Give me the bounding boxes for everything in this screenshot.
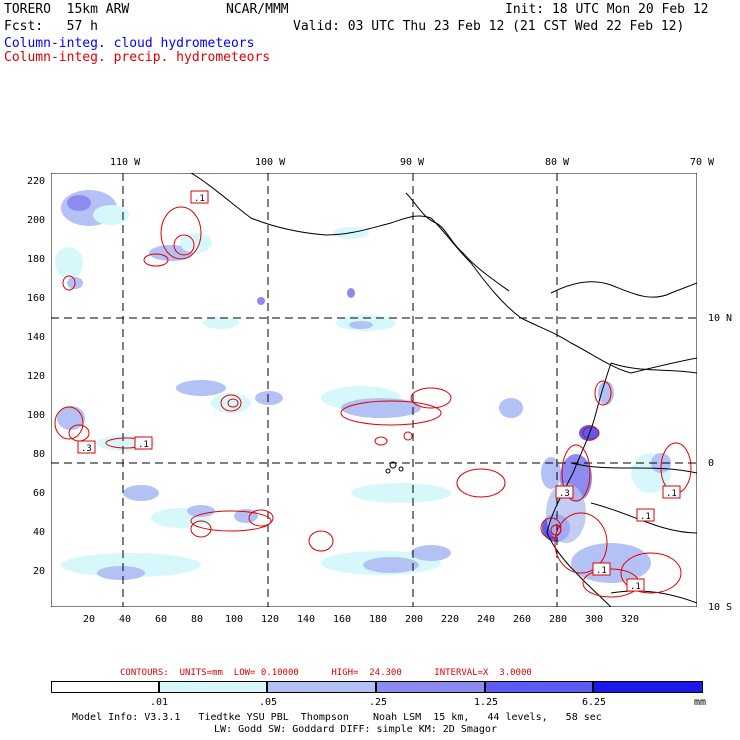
- colorbar-bin: [593, 681, 703, 693]
- contour-label-box: [626, 578, 645, 592]
- y-tick: 200: [27, 215, 46, 226]
- x-tick: 200: [405, 614, 424, 625]
- colorbar-bin: [485, 681, 593, 693]
- model-title: TORERO 15km ARW: [4, 2, 130, 17]
- lon-label-70w: 70 W: [690, 157, 715, 168]
- contour-label: .1: [138, 440, 149, 450]
- map-panel: .1 .3 .1 .1 .3 .1 .1 .1: [51, 173, 697, 607]
- colorbar-bin: [267, 681, 376, 693]
- contour-label-box: [636, 508, 655, 522]
- y-tick: 100: [27, 410, 46, 421]
- contour-label: .3: [81, 444, 92, 454]
- lat-label-0: 0: [708, 458, 715, 469]
- x-tick: 180: [369, 614, 388, 625]
- y-tick: 120: [27, 371, 46, 382]
- lat-label-10n: 10 N: [708, 313, 733, 324]
- x-tick: 220: [441, 614, 460, 625]
- x-tick: 120: [261, 614, 280, 625]
- y-tick: 80: [33, 449, 46, 460]
- forecast-hour: Fcst: 57 h: [4, 19, 98, 34]
- colorbar-label: .01: [150, 697, 169, 708]
- model-info: Model Info: V3.3.1 Tiedtke YSU PBL Thomp…: [72, 712, 602, 723]
- x-tick: 60: [155, 614, 168, 625]
- x-tick: 20: [83, 614, 96, 625]
- contour-label-box: [190, 190, 209, 204]
- contours-info: CONTOURS: UNITS=mm LOW= 0.10000 HIGH= 24…: [120, 668, 532, 678]
- contour-label: .1: [194, 194, 205, 204]
- colorbar-label: .25: [369, 697, 388, 708]
- contour-label: .1: [630, 582, 641, 592]
- x-tick: 140: [297, 614, 316, 625]
- x-tick: 100: [225, 614, 244, 625]
- contour-label-box: [77, 440, 96, 454]
- contour-label-group: .1 .3 .1 .1 .3 .1 .1 .1: [77, 190, 681, 592]
- y-tick: 220: [27, 176, 46, 187]
- y-tick: 180: [27, 254, 46, 265]
- x-tick: 300: [585, 614, 604, 625]
- contour-label-box: [592, 562, 611, 576]
- legend-cloud: Column-integ. cloud hydrometeors: [4, 36, 255, 51]
- contour-label: .1: [666, 489, 677, 499]
- y-tick: 140: [27, 332, 46, 343]
- lon-label-80w: 80 W: [545, 157, 570, 168]
- precip-contours: [54, 206, 692, 598]
- legend-precip: Column-integ. precip. hydrometeors: [4, 50, 271, 65]
- colorbar-bin: [376, 681, 485, 693]
- lon-label-90w: 90 W: [400, 157, 425, 168]
- x-tick: 320: [621, 614, 640, 625]
- lat-label-10s: 10 S: [708, 602, 733, 613]
- x-tick: 260: [513, 614, 532, 625]
- colorbar-unit: mm: [694, 697, 707, 708]
- colorbar-label: 6.25: [582, 697, 607, 708]
- init-time: Init: 18 UTC Mon 20 Feb 12: [505, 2, 709, 17]
- model-physics: LW: Godd SW: Goddard DIFF: simple KM: 2D…: [214, 724, 497, 735]
- lon-label-110w: 110 W: [110, 157, 141, 168]
- colorbar-bin: [51, 681, 159, 693]
- contour-label-box: [662, 485, 681, 499]
- x-tick: 80: [191, 614, 204, 625]
- contour-label-box: [134, 436, 153, 450]
- contour-label: .1: [596, 566, 607, 576]
- lon-label-100w: 100 W: [255, 157, 286, 168]
- x-tick: 280: [549, 614, 568, 625]
- x-tick: 40: [119, 614, 132, 625]
- colorbar-label: 1.25: [474, 697, 499, 708]
- x-tick: 240: [477, 614, 496, 625]
- y-tick: 40: [33, 527, 46, 538]
- x-tick: 160: [333, 614, 352, 625]
- y-tick: 20: [33, 566, 46, 577]
- contour-label: .3: [559, 489, 570, 499]
- y-tick: 160: [27, 293, 46, 304]
- valid-time: Valid: 03 UTC Thu 23 Feb 12 (21 CST Wed …: [293, 19, 685, 34]
- contour-label-box: [555, 485, 574, 499]
- y-tick: 60: [33, 488, 46, 499]
- colorbar-bin: [159, 681, 267, 693]
- org-label: NCAR/MMM: [226, 2, 289, 17]
- coastlines: [190, 173, 697, 607]
- colorbar-label: .05: [259, 697, 278, 708]
- contour-label: .1: [640, 512, 651, 522]
